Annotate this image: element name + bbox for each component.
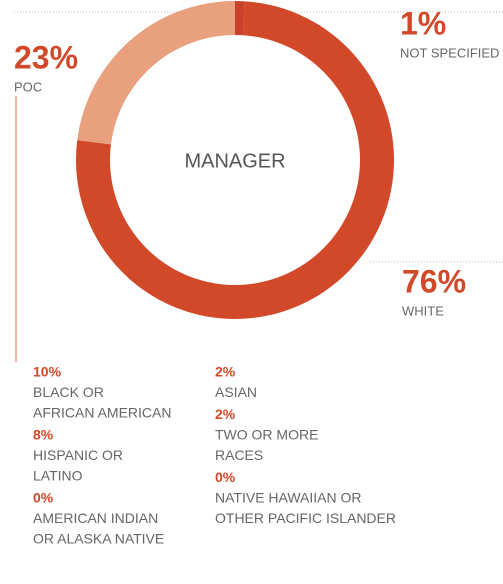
segment-label: POC (14, 79, 42, 94)
breakdown-label: ASIAN (215, 384, 257, 400)
breakdown-value: 2% (215, 406, 236, 422)
breakdown-label: BLACK OR (33, 384, 104, 400)
center-label: MANAGER (184, 150, 285, 172)
breakdown-label: OTHER PACIFIC ISLANDER (215, 510, 396, 526)
segment-label: NOT SPECIFIED (400, 45, 499, 60)
breakdown-value: 8% (33, 427, 54, 443)
donut-segment (77, 1, 236, 145)
breakdown-label: AMERICAN INDIAN (33, 510, 158, 526)
segment-value: 1% (400, 5, 446, 41)
segment-value: 23% (14, 39, 78, 75)
breakdown-label: AFRICAN AMERICAN (33, 405, 171, 421)
breakdown-label: LATINO (33, 468, 83, 484)
breakdown-value: 2% (215, 364, 236, 380)
breakdown-label: TWO OR MORE (215, 427, 318, 443)
segment-label: WHITE (402, 303, 444, 318)
breakdown-label: RACES (215, 447, 263, 463)
breakdown-value: 0% (33, 490, 54, 506)
breakdown-label: HISPANIC OR (33, 447, 123, 463)
breakdown-label: OR ALASKA NATIVE (33, 531, 164, 547)
breakdown-value: 0% (215, 469, 236, 485)
breakdown-value: 10% (33, 364, 62, 380)
donut-segment (235, 1, 245, 36)
segment-value: 76% (402, 263, 466, 299)
breakdown-label: NATIVE HAWAIIAN OR (215, 490, 362, 506)
